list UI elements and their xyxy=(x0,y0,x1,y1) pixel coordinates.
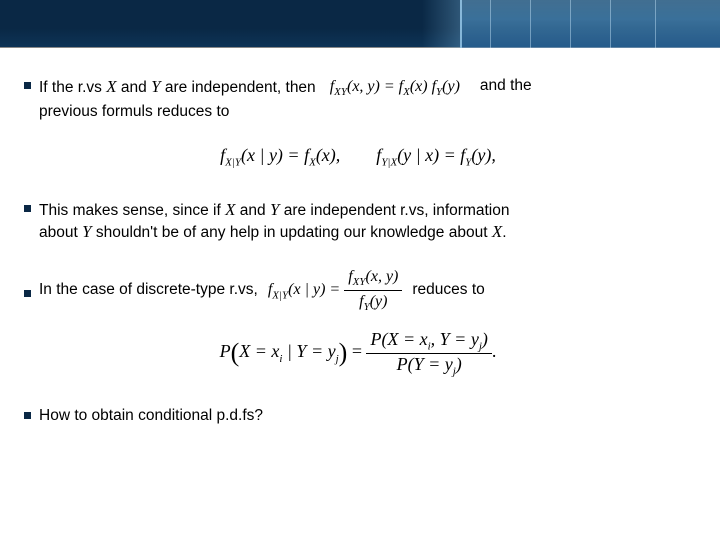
bullet-marker xyxy=(24,205,31,212)
f2-open: ( xyxy=(231,339,240,368)
f1-rsub: Y|X xyxy=(381,157,397,169)
b3-t1: In the case of discrete-type r.vs, xyxy=(39,280,258,301)
formula-independence: fX|Y(x | y) = fX(x), fY|X(y | x) = fY(y)… xyxy=(24,145,692,169)
b1-fx: (x) f xyxy=(410,78,436,95)
slide-header xyxy=(0,0,720,48)
header-lines xyxy=(460,0,720,48)
b1-fsubx: X xyxy=(403,86,410,98)
b2-varX2: X xyxy=(492,222,502,241)
bullet-4-text: How to obtain conditional p.d.fs? xyxy=(39,406,692,427)
bullet-1-text: If the r.vs X and Y are independent, the… xyxy=(39,76,692,123)
b3-fsub: X|Y xyxy=(272,290,288,302)
b2-varX: X xyxy=(225,200,235,219)
f2-nummid: , Y = y xyxy=(431,329,479,349)
b1-fy: (y) xyxy=(442,78,460,95)
f1-rargs: (y | x) = f xyxy=(397,145,465,165)
b2-l2a: about xyxy=(39,224,82,241)
b2-varY: Y xyxy=(270,200,279,219)
f2-mid: | Y = y xyxy=(282,342,335,362)
f2-numclose: ) xyxy=(482,329,488,349)
b1-t1: If the r.vs xyxy=(39,79,106,96)
f1-rend: (y), xyxy=(471,145,495,165)
f2-numP: P(X = x xyxy=(370,329,427,349)
bullet-marker xyxy=(24,412,31,419)
bullet-3-text: In the case of discrete-type r.vs, fX|Y(… xyxy=(39,266,692,315)
b3-numargs: (x, y) xyxy=(366,268,399,285)
bullet-3: In the case of discrete-type r.vs, fX|Y(… xyxy=(24,266,692,315)
b3-fargs: (x | y) = xyxy=(288,282,340,299)
bullet-marker xyxy=(24,290,31,297)
b3-frac: fXY(x, y) fY(y) xyxy=(344,266,402,315)
b3-denargs: (y) xyxy=(370,293,388,310)
b1-fsub: XY xyxy=(334,86,347,98)
f2-period: . xyxy=(492,342,497,362)
b1-line2: previous formuls reduces to xyxy=(39,102,692,123)
b1-fargs: (x, y) = f xyxy=(347,78,403,95)
b3-formula: fX|Y(x | y) = fXY(x, y) fY(y) xyxy=(258,266,413,315)
slide-content: If the r.vs X and Y are independent, the… xyxy=(0,48,720,427)
f2-denclose: ) xyxy=(456,354,462,374)
b1-varY: Y xyxy=(151,77,160,96)
f1-lsub2: X xyxy=(309,157,316,169)
formula-discrete: P(X = xi | Y = yj) = P(X = xi, Y = yj) P… xyxy=(24,329,692,377)
f2-denP: P(Y = y xyxy=(397,354,453,374)
b3-t2: reduces to xyxy=(412,280,484,301)
bullet-1: If the r.vs X and Y are independent, the… xyxy=(24,76,692,123)
b2-varY2: Y xyxy=(82,222,91,241)
bullet-marker xyxy=(24,82,31,89)
f1-lend: (x), xyxy=(316,145,340,165)
b3-numsub: XY xyxy=(353,277,366,289)
f1-largs: (x | y) = f xyxy=(241,145,309,165)
f1-lsub: X|Y xyxy=(225,157,241,169)
b2-l2b: shouldn't be of any help in updating our… xyxy=(92,224,492,241)
f2-frac: P(X = xi, Y = yj) P(Y = yj) xyxy=(366,329,491,377)
b2-t3: are independent r.vs, information xyxy=(279,202,509,219)
f2-P: P xyxy=(220,342,231,362)
bullet-2: This makes sense, since if X and Y are i… xyxy=(24,199,692,245)
b2-t1: This makes sense, since if xyxy=(39,202,225,219)
b2-l2c: . xyxy=(502,224,506,241)
bullet-4: How to obtain conditional p.d.fs? xyxy=(24,406,692,427)
b1-t4: and the xyxy=(474,76,532,97)
b1-formula: fXY(x, y) = fX(x) fY(y) xyxy=(316,76,474,100)
bullet-2-text: This makes sense, since if X and Y are i… xyxy=(39,199,692,245)
b2-t2: and xyxy=(235,202,269,219)
f2-X: X = x xyxy=(239,342,279,362)
b1-t2: and xyxy=(117,79,151,96)
b1-varX: X xyxy=(106,77,116,96)
b1-t3: are independent, then xyxy=(161,79,316,96)
